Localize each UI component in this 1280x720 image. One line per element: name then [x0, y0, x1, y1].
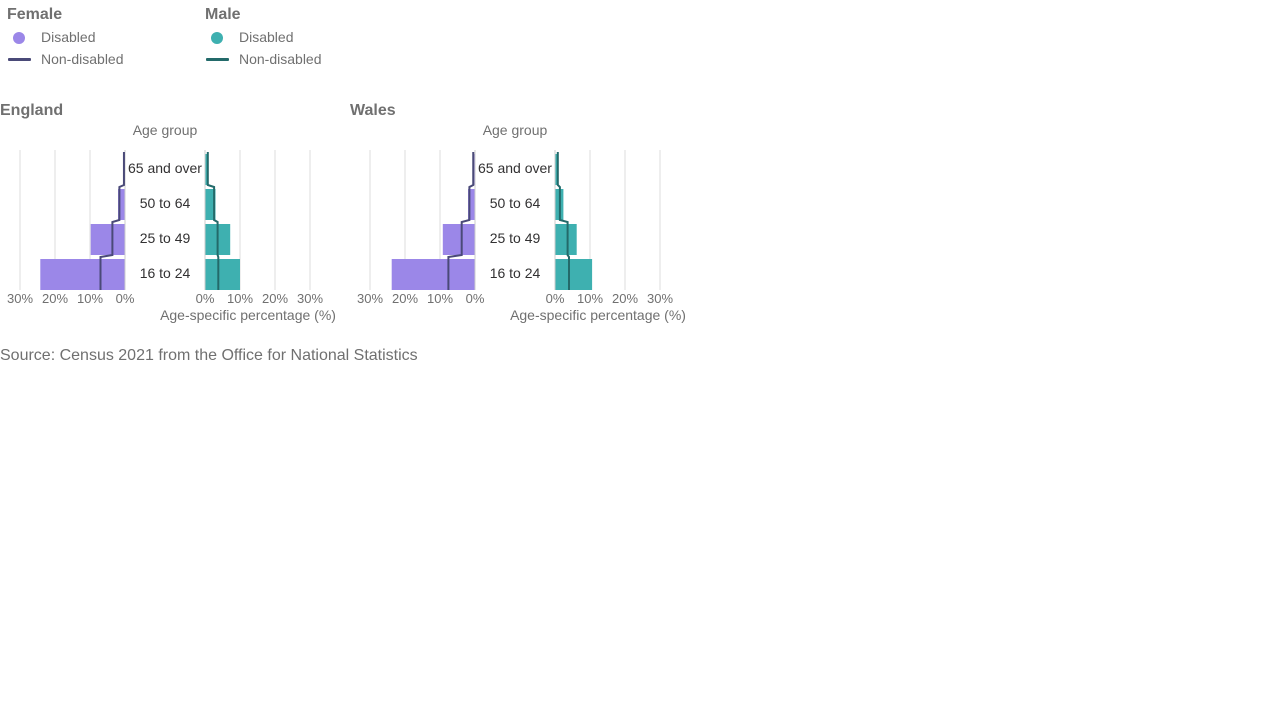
bar-female-disabled: [40, 259, 125, 290]
legend-item-female-disabled: Disabled: [7, 26, 95, 48]
bar-male-disabled: [555, 154, 558, 185]
x-tick-label: 20%: [42, 291, 68, 306]
line-female-non-disabled: [99, 152, 125, 290]
x-axis-title: Age-specific percentage (%): [160, 307, 336, 323]
legend-line-icon: [8, 58, 31, 61]
category-label: 16 to 24: [490, 265, 541, 281]
source-note: Source: Census 2021 from the Office for …: [0, 347, 418, 364]
x-tick-label: 0%: [196, 291, 215, 306]
legend-label: Disabled: [239, 29, 294, 45]
legend-item-male-disabled: Disabled: [205, 26, 293, 48]
x-tick-label: 0%: [116, 291, 135, 306]
bar-male-disabled: [555, 224, 577, 255]
bar-male-disabled: [205, 189, 216, 220]
line-male-non-disabled: [206, 152, 220, 290]
population-pyramid-charts: England Age group 65 and over 50 to 64 25 to…: [0, 102, 686, 323]
legend-female: Female Disabled Non-disabled: [7, 4, 124, 70]
x-tick-label: 10%: [577, 291, 603, 306]
legend-label: Disabled: [41, 29, 96, 45]
y-axis-title: Age group: [483, 122, 548, 138]
bar-male-disabled: [205, 259, 240, 290]
chart-panel-england: England Age group 65 and over 50 to 64 25 to…: [0, 102, 336, 323]
x-tick-label: 30%: [357, 291, 383, 306]
bar-female-disabled: [391, 259, 475, 290]
line-female-non-disabled: [447, 152, 475, 290]
legend-title-male: Male: [205, 6, 241, 23]
chart-panel-wales: Wales Age group 65 and over 50 to 64 25 to 4…: [350, 102, 686, 323]
bar-female-disabled: [468, 189, 475, 220]
legend-line-icon: [206, 58, 229, 61]
x-tick-label: 10%: [227, 291, 253, 306]
y-axis-title: Age group: [133, 122, 198, 138]
panel-title: Wales: [350, 102, 396, 119]
bar-female-disabled: [90, 224, 125, 255]
x-tick-label: 10%: [427, 291, 453, 306]
legend-male: Male Disabled Non-disabled: [205, 4, 322, 70]
bar-male-disabled: [205, 154, 208, 185]
bar-female-disabled: [442, 224, 475, 255]
bar-female-disabled: [118, 189, 125, 220]
category-label: 16 to 24: [140, 265, 191, 281]
category-label: 25 to 49: [140, 230, 191, 246]
legend-label: Non-disabled: [239, 51, 322, 67]
bar-male-disabled: [555, 259, 593, 290]
x-tick-label: 20%: [612, 291, 638, 306]
x-tick-label: 20%: [262, 291, 288, 306]
x-tick-label: 0%: [546, 291, 565, 306]
x-tick-label: 20%: [392, 291, 418, 306]
panel-title: England: [0, 102, 63, 119]
legend-dot-icon: [211, 32, 223, 44]
legend-title-female: Female: [7, 6, 63, 23]
legend-dot-icon: [13, 32, 25, 44]
x-tick-label: 30%: [647, 291, 673, 306]
x-tick-label: 30%: [297, 291, 323, 306]
legend-item-male-non-disabled: Non-disabled: [205, 48, 322, 70]
x-tick-label: 0%: [466, 291, 485, 306]
x-tick-label: 30%: [7, 291, 33, 306]
legend-label: Non-disabled: [41, 51, 124, 67]
category-label: 25 to 49: [490, 230, 541, 246]
x-axis-title: Age-specific percentage (%): [510, 307, 686, 323]
category-label: 65 and over: [478, 160, 552, 176]
bar-female-disabled: [473, 154, 475, 185]
legend-item-female-non-disabled: Non-disabled: [7, 48, 124, 70]
line-male-non-disabled: [556, 152, 570, 290]
category-label: 65 and over: [128, 160, 202, 176]
x-tick-label: 10%: [77, 291, 103, 306]
category-label: 50 to 64: [490, 195, 541, 211]
category-label: 50 to 64: [140, 195, 191, 211]
